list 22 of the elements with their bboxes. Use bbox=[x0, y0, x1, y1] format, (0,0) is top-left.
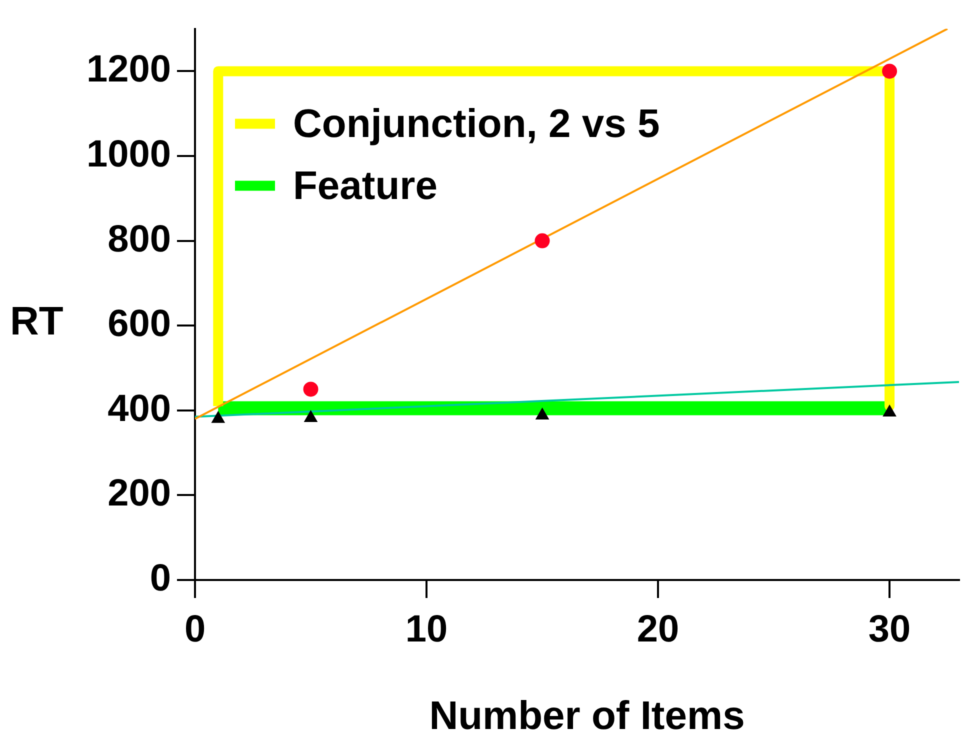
point bbox=[304, 410, 318, 422]
legend-label: Conjunction, 2 vs 5 bbox=[293, 102, 660, 146]
y-axis-title: RT bbox=[10, 300, 64, 344]
point bbox=[534, 233, 550, 248]
x-tick-label: 20 bbox=[636, 608, 680, 650]
y-tick-label: 400 bbox=[108, 388, 171, 430]
point bbox=[882, 64, 898, 79]
y-tick-label: 0 bbox=[150, 557, 171, 600]
legend-label: Feature bbox=[293, 164, 438, 208]
x-tick-label: 0 bbox=[184, 608, 206, 650]
point bbox=[536, 408, 549, 420]
y-tick-label: 800 bbox=[108, 218, 171, 260]
y-tick-label: 1200 bbox=[86, 48, 171, 91]
x-axis-title: Number of Items bbox=[429, 694, 745, 738]
y-tick-label: 1000 bbox=[86, 133, 171, 176]
y-tick-label: 200 bbox=[108, 472, 171, 515]
point bbox=[882, 405, 896, 417]
point bbox=[303, 382, 318, 397]
point bbox=[212, 411, 225, 423]
y-tick-label: 600 bbox=[108, 303, 171, 346]
x-tick-label: 10 bbox=[405, 608, 448, 650]
x-tick-label: 30 bbox=[868, 608, 911, 650]
